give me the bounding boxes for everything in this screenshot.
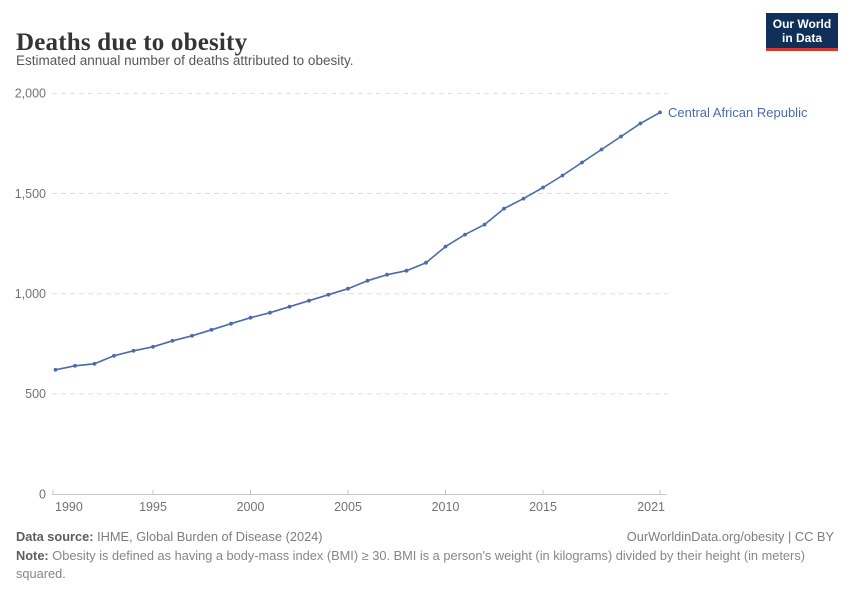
x-axis-tick-label: 2021 [637,500,665,514]
x-axis-tick-label: 2000 [237,500,265,514]
y-axis-tick-label: 500 [25,387,46,401]
x-axis-tick-label: 2015 [529,500,557,514]
data-point-marker[interactable] [92,361,97,366]
data-point-marker[interactable] [248,315,253,320]
data-point-marker[interactable] [404,268,409,273]
note-text: Note: Obesity is defined as having a bod… [16,547,834,582]
data-point-marker[interactable] [580,160,584,165]
x-axis-tick-label: 1995 [139,500,167,514]
data-point-marker[interactable] [131,348,136,353]
series-label[interactable]: Central African Republic [668,105,808,120]
data-point-marker[interactable] [268,310,272,315]
chart-subtitle: Estimated annual number of deaths attrib… [16,53,354,68]
data-point-marker[interactable] [307,298,311,303]
x-axis-tick-label: 2005 [334,500,362,514]
data-point-marker[interactable] [638,121,643,126]
data-point-marker[interactable] [619,134,623,139]
data-point-marker[interactable] [599,147,604,152]
data-point-marker[interactable] [424,260,428,265]
data-point-marker[interactable] [385,272,389,277]
owid-logo-line2: in Data [781,31,822,45]
y-axis-tick-label: 2,000 [15,87,46,101]
data-point-marker[interactable] [502,206,506,211]
data-source-text: IHME, Global Burden of Disease (2024) [93,529,323,544]
data-point-marker[interactable] [73,363,77,368]
data-point-marker[interactable] [151,344,155,349]
data-point-marker[interactable] [287,304,292,309]
data-point-marker[interactable] [541,185,545,190]
owid-logo[interactable]: Our World in Data [766,13,838,51]
y-axis-tick-label: 1,000 [15,287,46,301]
y-axis-tick-label: 1,500 [15,187,46,201]
data-point-marker[interactable] [112,353,116,358]
chart-title: Deaths due to obesity [16,28,248,56]
data-point-marker[interactable] [53,367,58,372]
note-label: Note: [16,548,49,563]
data-point-marker[interactable] [443,244,448,249]
data-point-marker[interactable] [170,338,175,343]
data-point-marker[interactable] [229,321,233,326]
y-axis-tick-label: 0 [39,487,46,501]
citation-link[interactable]: OurWorldinData.org/obesity | CC BY [626,529,834,544]
data-point-marker[interactable] [326,292,331,297]
x-axis-tick-label: 2010 [432,500,460,514]
data-point-marker[interactable] [463,232,467,237]
data-source-label: Data source: [16,529,94,544]
data-source-line: Data source: IHME, Global Burden of Dise… [16,529,323,544]
data-point-marker[interactable] [658,110,662,115]
data-point-marker[interactable] [365,278,370,283]
data-point-marker[interactable] [346,286,350,291]
data-point-marker[interactable] [190,333,194,338]
data-point-marker[interactable] [521,196,526,201]
x-axis-tick-label: 1990 [55,500,83,514]
owid-logo-line1: Our World [772,17,832,31]
series-line[interactable] [55,111,661,371]
data-point-marker[interactable] [482,222,487,227]
data-point-marker[interactable] [209,327,214,332]
chart-footer: Data source: IHME, Global Burden of Dise… [16,529,834,582]
note-body: Obesity is defined as having a body-mass… [16,548,805,581]
data-point-marker[interactable] [560,173,565,178]
